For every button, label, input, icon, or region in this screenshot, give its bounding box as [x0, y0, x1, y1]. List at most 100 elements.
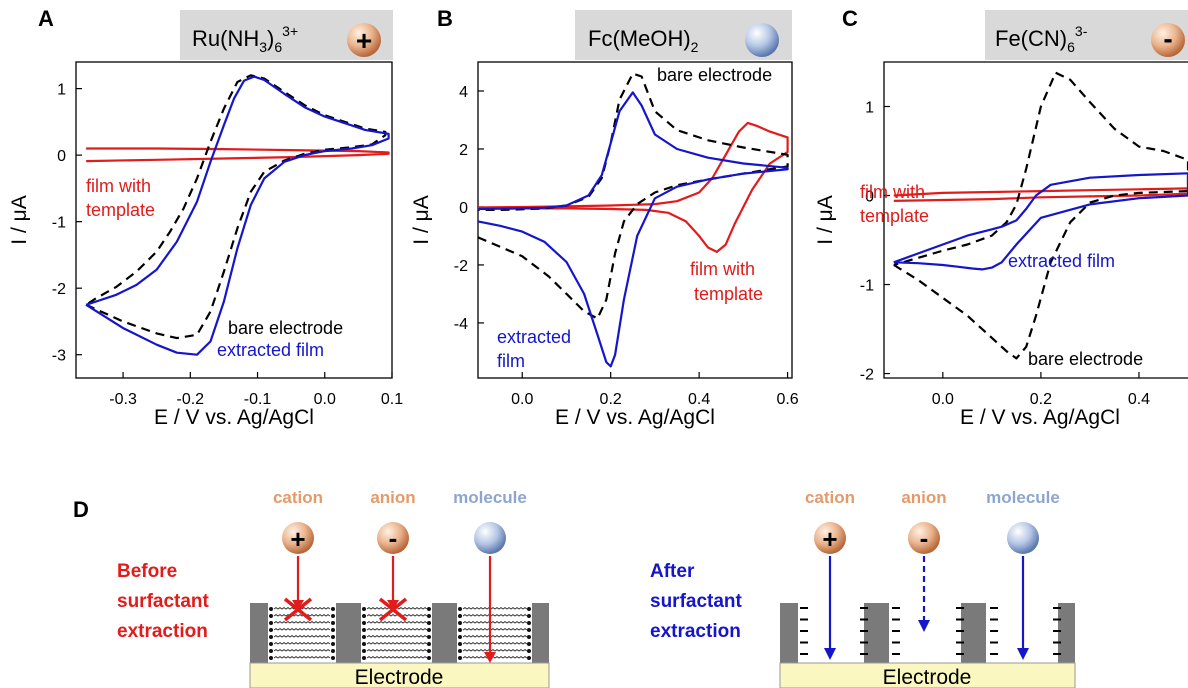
surfactant-head — [362, 635, 366, 639]
x-tick-label-a-2: -0.1 — [244, 391, 272, 408]
series-extracted-film-c — [893, 172, 1188, 271]
y-tick-label-b-2: 0 — [459, 200, 468, 217]
y-tick-label-a-1: -2 — [52, 281, 66, 298]
surfactant-head — [362, 614, 366, 618]
species-label-cation-before: cation — [273, 488, 323, 507]
axis-ticks-c: 0.0 0.2 0.4 -2 -1 0 1 — [860, 100, 1150, 408]
x-tick-label-c-1: 0.2 — [1030, 391, 1052, 408]
x-tick-label-b-0: 0.0 — [511, 391, 533, 408]
plot-frame-a — [75, 61, 393, 379]
electrode-label-before: Electrode — [355, 666, 444, 688]
series-lines-b — [477, 72, 789, 368]
series-film-with-template-b — [477, 121, 789, 253]
cation-icon-after — [814, 522, 846, 554]
surfactant-head — [427, 614, 431, 618]
axis-ticks-b: 0.0 0.2 0.4 0.6 -4 -2 0 2 4 — [454, 84, 799, 408]
surfactant-chain — [273, 641, 331, 645]
surfactant-head — [458, 635, 462, 639]
membrane-after — [780, 603, 1075, 663]
surfactant-chain — [462, 627, 528, 631]
surfactant-head — [269, 635, 273, 639]
x-tick-label-b-3: 0.6 — [776, 391, 798, 408]
surfactant-chain — [273, 620, 331, 624]
y-axis-label-a: I / μA — [8, 195, 31, 244]
x-axis-label-a: E / V vs. Ag/AgCl — [154, 406, 314, 429]
y-tick-label-b-0: -4 — [454, 316, 468, 333]
y-tick-label-a-4: 1 — [57, 82, 66, 99]
surfactant-chain — [366, 634, 428, 638]
panel-a: A Ru(NH3)63+ + -0.3 -0.2 -0.1 0.0 0.1 -3 -2 -1 0… — [8, 6, 403, 429]
series-bare-electrode-c — [893, 71, 1188, 360]
surfactant-head — [331, 628, 335, 632]
anion-symbol-after: - — [920, 523, 929, 553]
before-label-line-2: surfactant — [117, 591, 210, 612]
title-box-c: Fe(CN)63- - — [985, 10, 1188, 60]
surfactant-head — [331, 621, 335, 625]
surfactant-head — [458, 614, 462, 618]
series-lines-a — [85, 74, 390, 356]
surfactant-chain — [273, 606, 331, 610]
surfactant-head — [331, 607, 335, 611]
annotation-extracted-b-2: film — [497, 351, 525, 371]
annotation-template-a-1: film with — [86, 176, 151, 196]
y-tick-label-c-2: 0 — [865, 189, 874, 206]
surfactant-head — [269, 614, 273, 618]
anion-icon-after — [908, 522, 940, 554]
surfactant-chain — [462, 648, 528, 652]
surfactant-head — [362, 656, 366, 660]
chart-title-b: Fc(MeOH)2 — [588, 26, 699, 55]
species-label-molecule-before: molecule — [453, 488, 527, 507]
annotation-bare-b: bare electrode — [657, 65, 772, 85]
y-tick-label-b-3: 2 — [459, 142, 468, 159]
x-tick-label-c-0: 0.0 — [932, 391, 954, 408]
panel-letter-a: A — [38, 6, 54, 31]
surfactant-chain — [366, 620, 428, 624]
surfactant-head — [458, 628, 462, 632]
anion-icon-before — [377, 522, 409, 554]
species-label-molecule-after: molecule — [986, 488, 1060, 507]
panel-letter-c: C — [842, 6, 858, 31]
cation-symbol-before: + — [290, 524, 305, 554]
panel-letter-b: B — [437, 6, 453, 31]
surfactant-head — [458, 642, 462, 646]
surfactant-chain — [462, 641, 528, 645]
surfactant-head — [427, 656, 431, 660]
x-tick-label-a-4: 0.1 — [381, 391, 403, 408]
electrode-after — [779, 662, 1076, 688]
arrows-after — [824, 556, 1029, 660]
x-axis-label-c: E / V vs. Ag/AgCl — [960, 406, 1120, 429]
electrode-label-after: Electrode — [883, 666, 972, 688]
cation-icon-before — [282, 522, 314, 554]
wall-charges — [800, 607, 1061, 655]
after-label-line-1: After — [650, 561, 695, 582]
cation-badge-icon — [347, 23, 381, 57]
surfactant-head — [527, 656, 531, 660]
y-tick-label-a-3: 0 — [57, 148, 66, 165]
surfactant-head — [527, 621, 531, 625]
molecule-icon-before — [474, 522, 506, 554]
plot-frame-b — [477, 61, 793, 379]
arrows-before — [283, 556, 496, 663]
x-tick-label-b-2: 0.4 — [688, 391, 710, 408]
chart-title-c: Fe(CN)63- — [995, 23, 1088, 55]
annotation-template-b-1: film with — [690, 259, 755, 279]
badge-symbol-a: + — [356, 25, 372, 56]
surfactant-head — [527, 628, 531, 632]
surfactant-chain — [366, 627, 428, 631]
annotation-extracted-a: extracted film — [217, 340, 324, 360]
plot-frame-c — [883, 61, 1188, 379]
panel-c: C Fe(CN)63- - 0.0 0.2 0.4 -2 -1 0 1 E / V vs. … — [814, 6, 1188, 429]
surfactant-head — [362, 628, 366, 632]
title-box-b: Fc(MeOH)2 — [575, 10, 792, 60]
annotation-bare-c: bare electrode — [1028, 349, 1143, 369]
after-label: After surfactant extraction — [650, 561, 743, 642]
series-lines-c — [893, 71, 1188, 360]
x-axis-label-b: E / V vs. Ag/AgCl — [555, 406, 715, 429]
molecule-icon-after — [1007, 522, 1039, 554]
y-tick-label-b-4: 4 — [459, 84, 468, 101]
surfactant-head — [331, 614, 335, 618]
surfactant-head — [427, 635, 431, 639]
species-spheres: + - + - — [282, 522, 1039, 554]
series-extracted-film-b — [477, 91, 789, 368]
y-tick-label-b-1: -2 — [454, 258, 468, 275]
